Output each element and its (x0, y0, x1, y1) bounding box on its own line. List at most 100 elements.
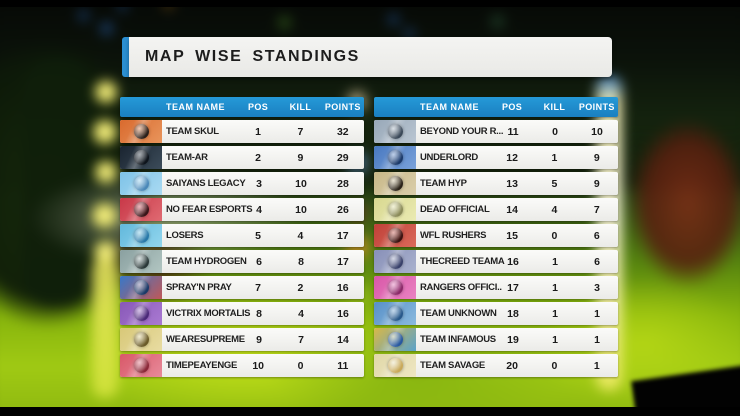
team-emblem-icon (133, 358, 149, 373)
table-row: UNDERLORD 12 1 9 (374, 146, 618, 169)
team-points: 10 (591, 125, 603, 138)
team-name: THECREED TEAMA (420, 256, 505, 267)
team-kill: 4 (298, 307, 304, 320)
team-emblem-icon (133, 202, 149, 217)
team-name: WEARESUPREME (166, 334, 245, 345)
table-row: VICTRIX MORTALIS 8 4 16 (120, 302, 364, 325)
victrix-mortalis-logo-icon (120, 302, 162, 325)
team-kill: 0 (551, 359, 558, 372)
losers-logo-icon (120, 224, 162, 247)
team-kill: 10 (295, 203, 307, 216)
team-name: TEAM-AR (166, 152, 208, 163)
team-emblem-icon (387, 332, 403, 347)
saiyans-legacy-logo-icon (120, 172, 162, 195)
team-name: SPRAY'N PRAY (166, 282, 232, 293)
table-row: TEAM INFAMOUS 19 1 1 (374, 328, 618, 351)
title-accent-bar (122, 37, 129, 77)
team-name: RANGERS OFFICI.. (420, 282, 502, 293)
sprayn-pray-logo-icon (120, 276, 162, 299)
team-pos: 5 (255, 229, 262, 242)
team-kill: 0 (551, 229, 558, 242)
team-hydrogen-logo-icon (120, 250, 162, 273)
standings-table-left: TEAM NAME POS KILL POINTS TEAM SKUL 1 7 32 T… (120, 97, 364, 380)
team-points: 11 (337, 359, 349, 372)
team-kill: 9 (297, 151, 304, 164)
team-kill: 7 (298, 333, 304, 346)
team-kill: 2 (297, 281, 304, 294)
table-row: DEAD OFFICIAL 14 4 7 (374, 198, 618, 221)
team-pos: 10 (252, 359, 265, 372)
team-name: BEYOND YOUR R... (420, 126, 504, 137)
team-points: 7 (593, 203, 600, 216)
team-pos: 4 (256, 203, 262, 216)
team-emblem-icon (387, 306, 403, 321)
team-points: 26 (337, 203, 349, 216)
table-row: TEAM HYDROGEN 6 8 17 (120, 250, 364, 273)
table-row: WEARESUPREME 9 7 14 (120, 328, 364, 351)
table-row: THECREED TEAMA 16 1 6 (374, 250, 618, 273)
column-team-name: TEAM NAME (166, 102, 225, 112)
timepeayenge-logo-icon (120, 354, 162, 377)
table-row: LOSERS 5 4 17 (120, 224, 364, 247)
table-body-left: TEAM SKUL 1 7 32 TEAM-AR 2 9 29 SAIYANS LEGACY 3 1… (120, 120, 364, 377)
team-pos: 9 (256, 333, 262, 346)
team-unknown-logo-icon (374, 302, 416, 325)
team-emblem-icon (387, 202, 403, 217)
team-name: SAIYANS LEGACY (166, 178, 246, 189)
team-pos: 14 (506, 203, 518, 216)
team-points: 16 (337, 307, 349, 320)
team-pos: 19 (507, 333, 519, 346)
table-row: WFL RUSHERS 15 0 6 (374, 224, 618, 247)
beyond-your-reach-logo-icon (374, 120, 416, 143)
team-points: 28 (337, 177, 349, 190)
team-emblem-icon (133, 254, 149, 269)
column-kill: KILL (289, 102, 312, 112)
table-row: NO FEAR ESPORTS 4 10 26 (120, 198, 364, 221)
team-pos: 15 (506, 229, 518, 242)
table-row: TEAM SKUL 1 7 32 (120, 120, 364, 143)
table-row: TEAM HYP 13 5 9 (374, 172, 618, 195)
team-name: NO FEAR ESPORTS (166, 204, 253, 215)
team-emblem-icon (387, 280, 403, 295)
team-pos: 7 (255, 281, 262, 294)
underlord-logo-icon (374, 146, 416, 169)
team-pos: 17 (507, 281, 519, 294)
team-name: TEAM HYDROGEN (166, 256, 247, 267)
team-pos: 16 (507, 255, 519, 268)
team-pos: 1 (255, 125, 262, 138)
team-kill: 10 (295, 177, 307, 190)
table-row: TIMEPEAYENGE 10 0 11 (120, 354, 364, 377)
column-team-name: TEAM NAME (420, 102, 479, 112)
team-emblem-icon (387, 358, 403, 373)
team-name: LOSERS (166, 230, 204, 241)
team-name: UNDERLORD (420, 152, 478, 163)
team-savage-logo-icon (374, 354, 416, 377)
team-pos: 20 (506, 359, 518, 372)
team-emblem-icon (133, 150, 149, 165)
team-name: TEAM SAVAGE (420, 360, 485, 371)
team-skul-logo-icon (120, 120, 162, 143)
team-points: 9 (593, 177, 600, 190)
team-points: 6 (594, 255, 600, 268)
standings-tables: TEAM NAME POS KILL POINTS TEAM SKUL 1 7 32 T… (120, 97, 618, 380)
team-hyp-logo-icon (374, 172, 416, 195)
team-kill: 7 (297, 125, 304, 138)
team-emblem-icon (133, 280, 149, 295)
team-emblem-icon (387, 176, 403, 191)
team-kill: 1 (552, 307, 558, 320)
table-row: RANGERS OFFICI.. 17 1 3 (374, 276, 618, 299)
team-name: TEAM UNKNOWN (420, 308, 497, 319)
team-points: 3 (594, 281, 600, 294)
team-points: 14 (337, 333, 349, 346)
table-header: TEAM NAME POS KILL POINTS (374, 97, 618, 117)
team-emblem-icon (387, 124, 403, 139)
table-row: BEYOND YOUR R... 11 0 10 (374, 120, 618, 143)
team-kill: 1 (552, 255, 558, 268)
team-points: 1 (594, 333, 600, 346)
team-points: 29 (336, 151, 349, 164)
team-name: TEAM INFAMOUS (420, 334, 496, 345)
team-pos: 12 (506, 151, 518, 164)
wearesupreme-logo-icon (120, 328, 162, 351)
team-emblem-icon (133, 124, 149, 139)
